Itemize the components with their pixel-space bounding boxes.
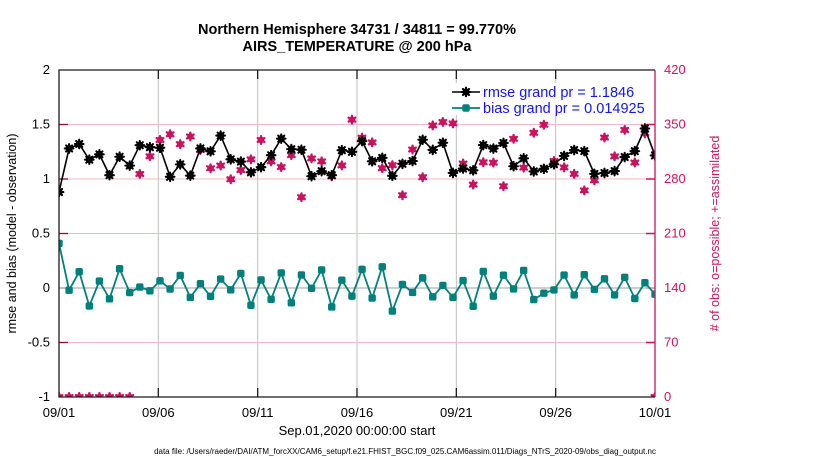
svg-text:10/01: 10/01 [639, 405, 672, 420]
svg-text:Northern Hemisphere 34731 / 34: Northern Hemisphere 34731 / 34811 = 99.7… [198, 22, 516, 38]
svg-text:210: 210 [664, 226, 686, 241]
svg-text:140: 140 [664, 280, 686, 295]
svg-text:data file: /Users/raeder/DAI/A: data file: /Users/raeder/DAI/ATM_forcXX/… [154, 447, 656, 456]
svg-text:rmse grand pr = 1.1846: rmse grand pr = 1.1846 [483, 85, 634, 101]
svg-text:09/01: 09/01 [43, 405, 76, 420]
svg-text:1: 1 [43, 171, 50, 186]
svg-text:0.5: 0.5 [32, 226, 50, 241]
svg-text:09/11: 09/11 [242, 405, 274, 420]
svg-text:0: 0 [43, 280, 50, 295]
svg-text:-0.5: -0.5 [28, 335, 50, 350]
svg-text:09/16: 09/16 [341, 405, 374, 420]
svg-text:Sep.01,2020 00:00:00 start: Sep.01,2020 00:00:00 start [279, 423, 436, 438]
svg-text:rmse and bias (model - observa: rmse and bias (model - observation) [5, 133, 19, 333]
svg-text:09/21: 09/21 [440, 405, 473, 420]
svg-text:420: 420 [664, 62, 686, 77]
svg-text:# of obs: o=possible; +=assimi: # of obs: o=possible; +=assimilated [708, 136, 722, 332]
svg-text:09/06: 09/06 [142, 405, 175, 420]
svg-text:1.5: 1.5 [32, 117, 50, 132]
svg-text:2: 2 [43, 62, 50, 77]
svg-text:280: 280 [664, 171, 686, 186]
svg-text:09/26: 09/26 [539, 405, 572, 420]
svg-text:AIRS_TEMPERATURE @ 200 hPa: AIRS_TEMPERATURE @ 200 hPa [242, 39, 472, 55]
svg-text:350: 350 [664, 117, 686, 132]
svg-text:-1: -1 [38, 389, 50, 404]
svg-text:70: 70 [664, 335, 678, 350]
svg-text:0: 0 [664, 389, 671, 404]
svg-text:bias grand pr = 0.014925: bias grand pr = 0.014925 [483, 101, 645, 117]
